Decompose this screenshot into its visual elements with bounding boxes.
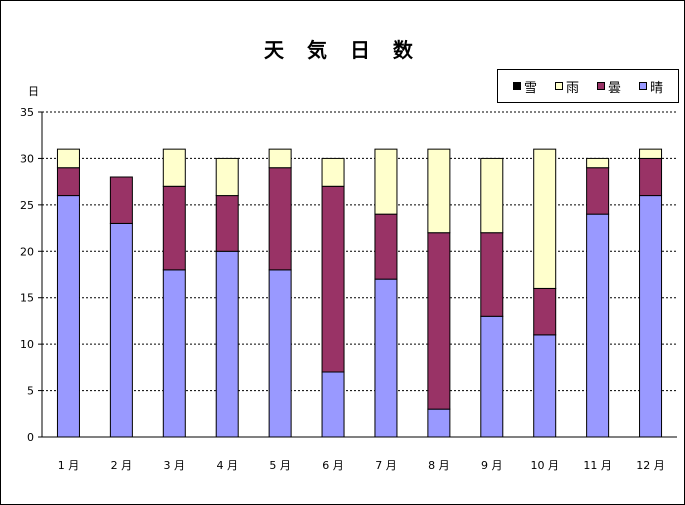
x-tick-label: 4 月 (216, 459, 238, 472)
x-tick-label: 12 月 (636, 459, 665, 472)
legend-label: 晴 (649, 80, 663, 96)
bar-segment-曇-1 (56, 167, 80, 197)
legend-item-曇: 曇 (596, 77, 621, 96)
bar-segment-晴-8 (427, 408, 451, 438)
bar-segment-晴-10 (533, 334, 557, 438)
bar-segment-雨-7 (374, 148, 398, 215)
x-tick-label: 9 月 (481, 459, 503, 472)
bar-segment-晴-7 (374, 278, 398, 438)
bar-segment-晴-4 (215, 250, 239, 438)
bar-segment-雨-1 (56, 148, 80, 169)
bar-segment-曇-10 (533, 287, 557, 336)
y-tick-label: 5 (27, 385, 34, 398)
bar-segment-晴-1 (56, 195, 80, 438)
bar-segment-雨-3 (162, 148, 186, 187)
x-tick-label: 3 月 (164, 459, 186, 472)
bar-segment-雨-4 (215, 157, 239, 197)
bar-segment-晴-3 (162, 269, 186, 438)
bar-segment-晴-12 (639, 195, 663, 438)
bar-segment-曇-2 (109, 176, 133, 224)
x-tick-label: 2 月 (111, 459, 133, 472)
bar-segment-雨-11 (586, 157, 610, 169)
bar-segment-晴-5 (268, 269, 292, 438)
x-tick-label: 5 月 (269, 459, 291, 472)
bar-segment-曇-7 (374, 213, 398, 280)
x-tick-label: 8 月 (428, 459, 450, 472)
bar-segment-曇-3 (162, 185, 186, 271)
legend-swatch (596, 82, 605, 90)
y-tick-label: 35 (20, 106, 34, 119)
y-tick-label: 30 (20, 152, 34, 165)
bar-segment-曇-6 (321, 185, 345, 373)
chart-title: 天 気 日 数 (264, 38, 421, 62)
x-tick-label: 10 月 (530, 459, 559, 472)
x-tick-label: 7 月 (375, 459, 397, 472)
x-tick-label: 1 月 (58, 459, 80, 472)
y-tick-label: 15 (20, 292, 34, 305)
bar-segment-曇-12 (639, 157, 663, 197)
bar-segment-雨-9 (480, 157, 504, 234)
legend: 雪雨曇晴 (497, 69, 679, 103)
legend-item-晴: 晴 (638, 77, 663, 96)
y-tick-label: 10 (20, 338, 34, 351)
y-tick-label: 20 (20, 245, 34, 258)
legend-swatch (554, 82, 563, 90)
x-tick-label: 11 月 (583, 459, 612, 472)
bar-segment-晴-6 (321, 371, 345, 438)
legend-label: 雪 (523, 80, 537, 96)
bar-segment-晴-9 (480, 315, 504, 438)
bar-segment-晴-11 (586, 213, 610, 438)
legend-item-雪: 雪 (512, 77, 537, 96)
bar-segment-曇-11 (586, 167, 610, 215)
bar-segment-雨-6 (321, 157, 345, 187)
x-tick-label: 6 月 (322, 459, 344, 472)
bar-segment-晴-2 (109, 222, 133, 438)
bar-segment-雨-10 (533, 148, 557, 289)
bar-segment-雨-8 (427, 148, 451, 234)
legend-swatch (638, 82, 647, 90)
legend-item-雨: 雨 (554, 77, 579, 96)
y-tick-label: 25 (20, 199, 34, 212)
legend-swatch (512, 82, 521, 90)
bar-segment-雨-12 (639, 148, 663, 159)
bar-segment-曇-4 (215, 195, 239, 252)
bar-segment-曇-9 (480, 232, 504, 317)
bar-segment-雨-5 (268, 148, 292, 169)
legend-label: 曇 (607, 80, 621, 96)
bar-segment-曇-5 (268, 167, 292, 271)
y-tick-label: 0 (27, 431, 34, 444)
y-axis-label: 日 (28, 85, 39, 98)
legend-label: 雨 (565, 80, 579, 96)
bar-segment-曇-8 (427, 232, 451, 410)
